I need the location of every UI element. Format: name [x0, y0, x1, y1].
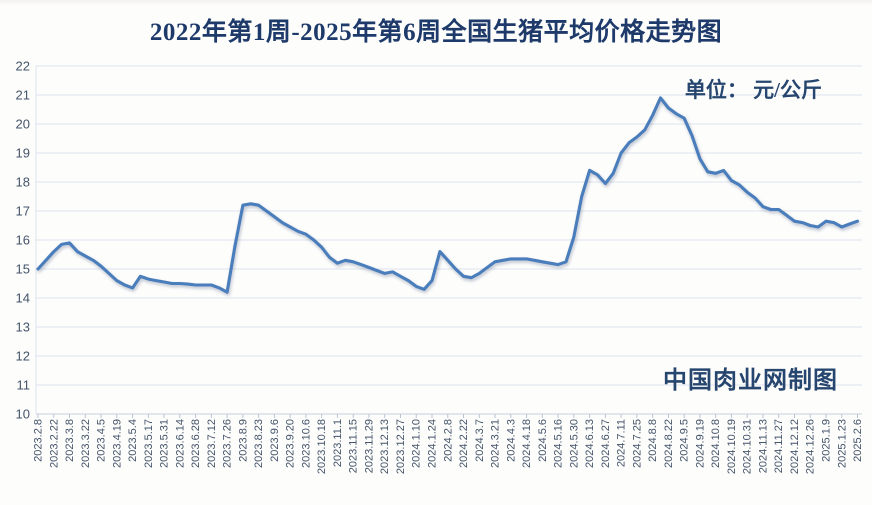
- y-tick-label: 13: [16, 320, 30, 335]
- y-tick-label: 11: [17, 378, 31, 393]
- x-tick-label: 2024.1.10: [411, 419, 423, 468]
- x-tick-label: 2024.2.8: [442, 419, 454, 462]
- x-tick-label: 2023.12.27: [395, 419, 407, 474]
- x-tick-label: 2024.7.25: [631, 419, 643, 468]
- x-tick-label: 2024.10.8: [710, 419, 722, 468]
- x-tick-label: 2023.2.8: [33, 419, 45, 462]
- price-line: [36, 96, 860, 294]
- x-tick-label: 2023.5.4: [127, 419, 139, 462]
- x-tick-label: 2023.4.5: [96, 419, 108, 462]
- watermark: 中国肉业网制图: [663, 368, 838, 394]
- y-tick-label: 17: [16, 204, 30, 219]
- x-tick-label: 2024.8.8: [647, 419, 659, 462]
- x-tick-label: 2024.5.16: [553, 419, 565, 468]
- x-tick-label: 2024.9.19: [694, 419, 706, 468]
- y-tick-label: 16: [16, 233, 30, 248]
- x-tick-label: 2023.11.29: [363, 419, 375, 473]
- x-tick-label: 2025.1.23: [836, 419, 848, 468]
- x-tick-label: 2024.12.12: [789, 419, 801, 474]
- x-tick-label: 2023.6.28: [190, 419, 202, 468]
- x-tick-label: 2024.11.13: [757, 419, 769, 473]
- unit-label: 单位： 元/公斤: [684, 78, 822, 102]
- x-tick-label: 2023.4.19: [111, 419, 123, 468]
- x-tick-label: 2023.9.20: [285, 419, 297, 468]
- x-tick-label: 2023.5.17: [143, 419, 155, 468]
- x-tick-label: 2023.3.22: [80, 419, 92, 468]
- y-tick-label: 14: [16, 291, 30, 306]
- x-tick-label: 2023.12.13: [379, 419, 391, 474]
- x-tick-label: 2024.6.27: [600, 419, 612, 468]
- x-tick-label: 2025.1.9: [821, 419, 833, 462]
- x-tick-label: 2024.10.31: [742, 419, 754, 474]
- x-tick-label: 2024.1.24: [427, 419, 439, 468]
- x-tick-label: 2023.8.23: [253, 419, 265, 468]
- x-tick-label: 2024.7.11: [616, 419, 628, 467]
- chart-title: 2022年第1周-2025年第6周全国生猪平均价格走势图: [149, 19, 723, 46]
- x-tick-label: 2024.9.5: [679, 419, 691, 462]
- x-tick-label: 2023.7.12: [206, 419, 218, 468]
- y-tick-label: 18: [16, 175, 30, 190]
- y-tick-label: 22: [16, 59, 30, 74]
- x-tick-label: 2024.8.22: [663, 419, 675, 468]
- x-tick-label: 2024.5.30: [568, 419, 580, 468]
- x-tick-label: 2024.3.7: [474, 419, 486, 462]
- x-tick-label: 2023.11.15: [348, 419, 360, 473]
- x-tick-label: 2023.11.1: [332, 419, 344, 467]
- x-tick-label: 2024.12.26: [805, 419, 817, 474]
- x-tick-label: 2024.5.6: [537, 419, 549, 462]
- y-tick-label: 12: [16, 349, 30, 364]
- y-tick-label: 15: [16, 262, 30, 277]
- x-tick-label: 2023.9.6: [269, 419, 281, 462]
- x-tick-label: 2023.10.6: [300, 419, 312, 468]
- x-tick-label: 2023.5.31: [159, 419, 171, 468]
- x-tick-label: 2024.2.22: [458, 419, 470, 468]
- x-tick-label: 2025.2.6: [852, 419, 864, 462]
- y-tick-label: 20: [16, 117, 30, 132]
- x-tick-label: 2023.10.18: [316, 419, 328, 474]
- x-tick-label: 2024.6.13: [584, 419, 596, 468]
- x-tick-label: 2023.8.9: [237, 419, 249, 462]
- x-tick-label: 2024.4.18: [521, 419, 533, 468]
- x-tick-label: 2024.11.27: [773, 419, 785, 473]
- x-tick-label: 2024.10.19: [726, 419, 738, 474]
- x-tick-label: 2023.3.8: [64, 419, 76, 462]
- x-tick-label: 2023.6.14: [174, 419, 186, 468]
- y-tick-label: 21: [16, 88, 30, 103]
- x-tick-label: 2024.4.3: [505, 419, 517, 462]
- y-tick-label: 19: [16, 146, 30, 161]
- x-tick-label: 2024.3.21: [490, 419, 502, 468]
- x-tick-label: 2023.2.22: [48, 419, 60, 468]
- x-tick-label: 2023.7.26: [222, 419, 234, 468]
- y-tick-label: 10: [16, 407, 30, 422]
